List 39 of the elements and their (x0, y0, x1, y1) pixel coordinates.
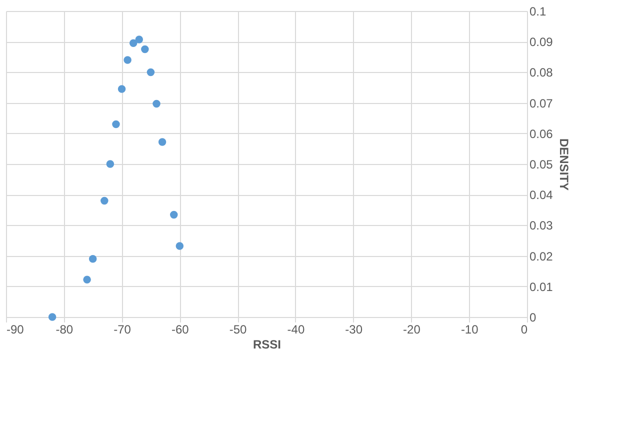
y-tick-label: 0.02 (530, 249, 554, 264)
y-tick-label: 0.1 (530, 4, 547, 18)
point (170, 210, 178, 219)
point (100, 196, 108, 205)
x-tick-label: -30 (345, 322, 363, 336)
y-tick-label: 0.06 (530, 126, 554, 141)
y-tick-label: 0.05 (530, 158, 554, 172)
y-tick-label: 0.01 (530, 280, 554, 294)
y-tick-label: 0.08 (530, 66, 554, 80)
point (135, 36, 144, 44)
x-tick-label: -70 (114, 322, 132, 336)
y-tick-label: 0.04 (530, 188, 554, 202)
point (88, 254, 97, 263)
y-tick-label: 0.03 (530, 218, 554, 233)
x-tick-label: -90 (6, 322, 24, 336)
point (152, 100, 160, 108)
y-tick-label: 0.09 (530, 35, 554, 50)
y-tick-label: 0.07 (530, 96, 554, 110)
point (158, 138, 166, 146)
point (141, 45, 149, 54)
y-axis-title: DENSITY (556, 138, 571, 191)
point (112, 120, 120, 128)
point (146, 68, 155, 76)
x-tick-label: -60 (171, 322, 190, 336)
x-tick-label: 0 (520, 322, 528, 336)
point (129, 39, 138, 47)
x-tick-label: -80 (56, 322, 74, 336)
point (48, 313, 56, 321)
y-tick-label: 0 (530, 310, 536, 324)
point (124, 56, 132, 64)
point (118, 85, 126, 93)
x-axis-title: RSSI (252, 338, 282, 352)
x-tick-label: -40 (287, 322, 305, 336)
point (83, 276, 91, 284)
x-tick-label: -20 (403, 322, 421, 336)
point (176, 242, 184, 250)
x-tick-label: -10 (460, 322, 479, 336)
x-tick-label: -50 (229, 322, 248, 336)
point (106, 160, 114, 168)
